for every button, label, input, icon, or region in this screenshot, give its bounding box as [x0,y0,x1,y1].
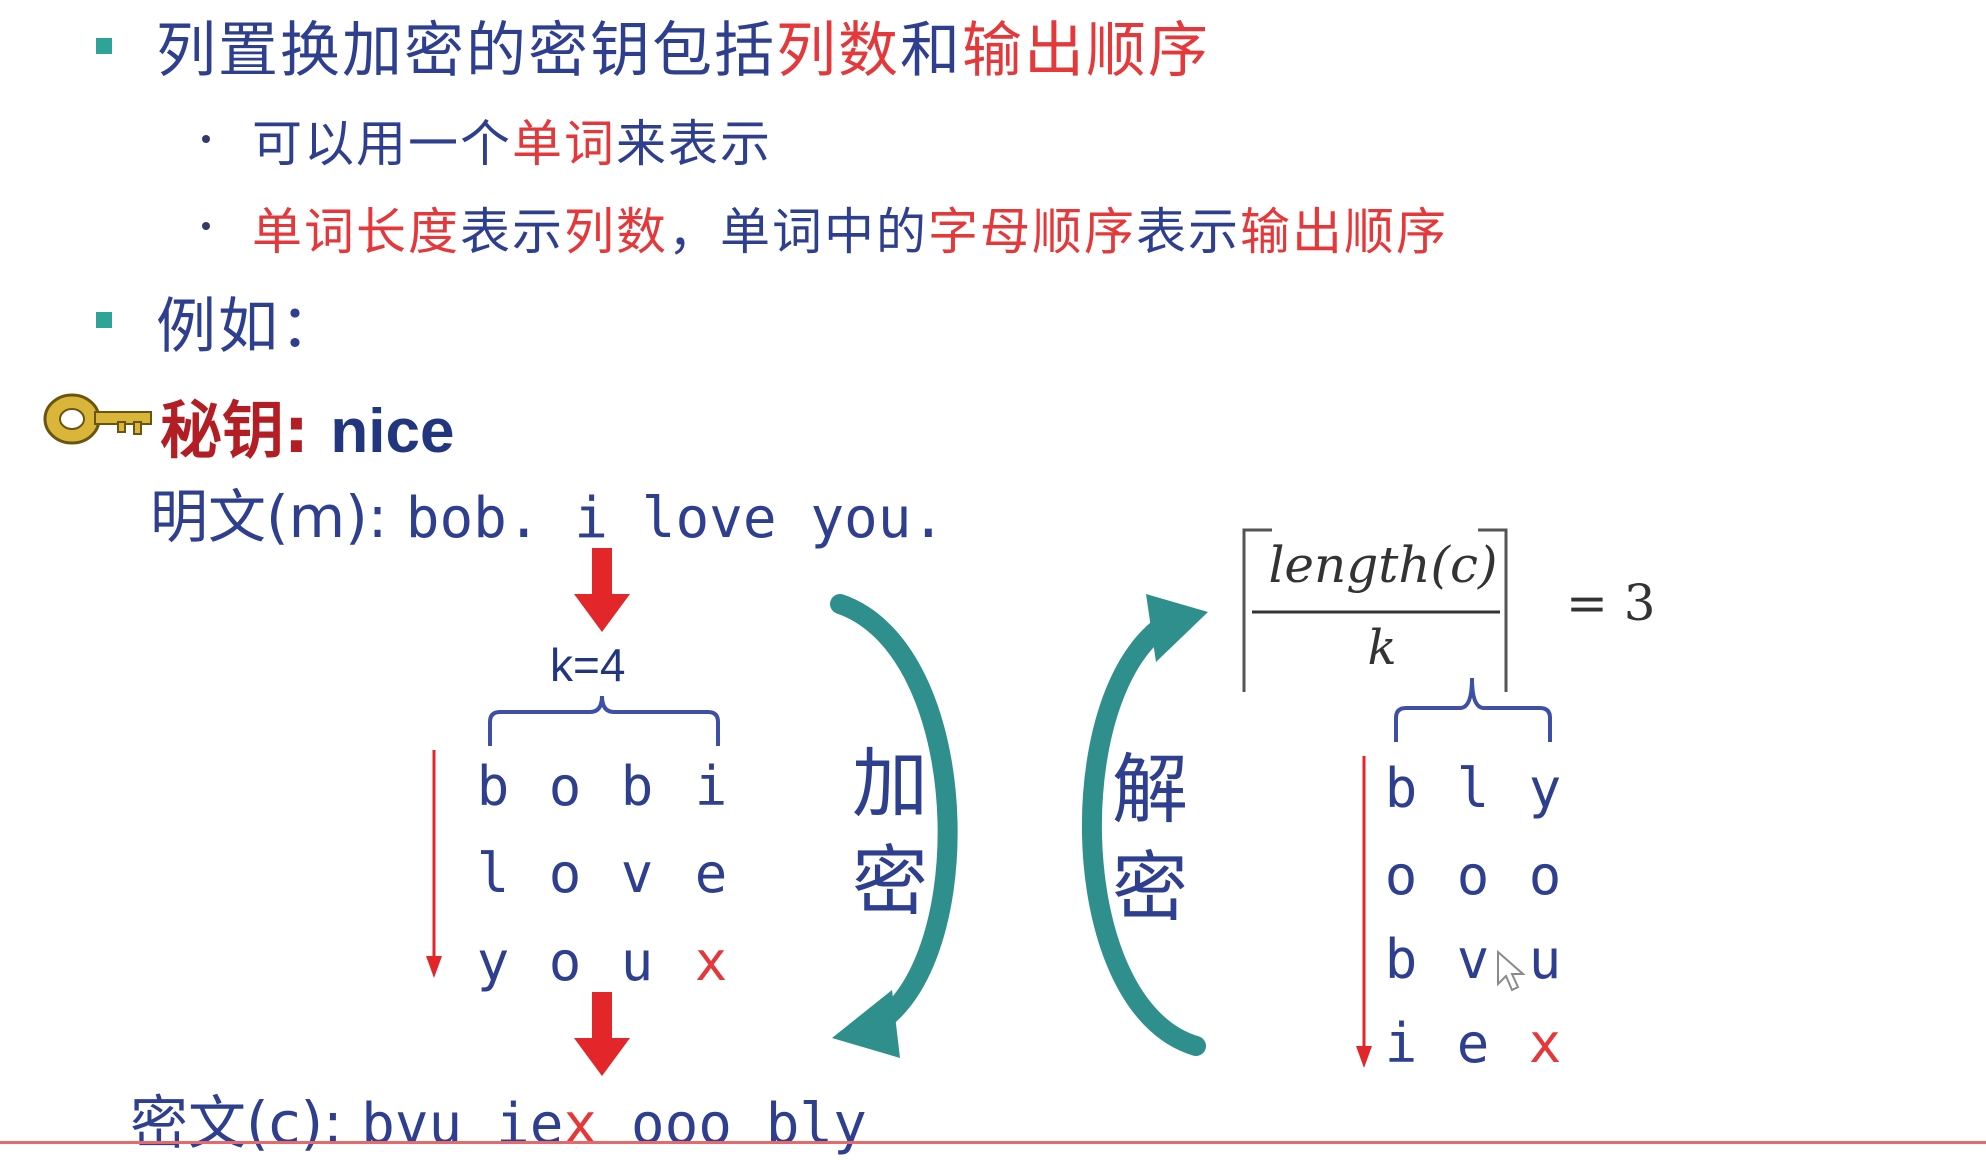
red-arrow-down-icon [574,992,630,1076]
formula-denominator: k [1367,620,1397,676]
dec-order-arrow [1356,756,1372,1068]
bullet-square-icon [96,312,112,328]
key-value: nice [330,397,455,466]
enc-cell: y [476,930,510,993]
dec-cell: o [1384,844,1418,907]
enc-cell: u [620,930,654,993]
dec-cell: u [1528,928,1562,991]
sub-bullet-2-part3: 列数 [564,203,668,261]
sub-bullet-2-part4: ，单词中的 [668,203,928,261]
plaintext-label: 明文(m): [150,483,388,551]
ciphertext-part3: ooo bly [597,1092,867,1157]
enc-cell: o [548,755,582,818]
enc-cell: b [476,755,510,818]
bullet-1-text: 列置换加密的密钥包括列数和输出顺序 [156,2,1210,89]
bullet-1-part3: 和 [900,16,962,86]
enc-order-arrow [426,750,442,978]
dec-label-2: 密 [1112,843,1188,932]
sub-bullet-2-part7: 输出顺序 [1240,203,1448,261]
enc-cell: v [620,842,654,905]
bullet-1-part2: 列数 [776,16,900,86]
dec-cell: y [1528,757,1562,820]
plaintext-line: 明文(m): bob. i love you. [150,470,945,554]
mouse-cursor-icon [1497,950,1526,992]
sub-bullet-1-part1: 可以用一个 [252,115,512,173]
sub-bullet-2-part1: 单词长度 [252,203,460,261]
dec-cell: b [1384,928,1418,991]
ceiling-brackets [1242,528,1508,692]
bullet-dot-icon [202,222,210,230]
enc-label-2: 密 [852,837,928,926]
plaintext-value: bob. i love you. [405,486,946,551]
enc-cell: e [694,842,728,905]
dec-cell: i [1384,1012,1418,1075]
enc-brace [488,695,720,746]
red-arrow-down-icon [574,548,630,632]
dec-cell: v [1456,928,1490,991]
ciphertext-line: 密文(c): bvu iex ooo bly [130,1076,867,1160]
enc-cell: i [694,755,728,818]
dec-cell: b [1384,757,1418,820]
enc-cell-padding: x [694,930,728,993]
dec-cell-padding: x [1528,1012,1562,1075]
key-label: 秘钥: [160,394,309,467]
bullet-dot-icon [202,135,210,143]
sub-bullet-1-part2: 单词 [512,115,616,173]
enc-cell: o [548,842,582,905]
dec-label-1: 解 [1112,745,1188,834]
key-line: 秘钥: nice [160,380,454,470]
ciphertext-label: 密文(c): [130,1089,343,1157]
key-icon [43,393,152,445]
dec-cell: l [1456,757,1490,820]
k-label: k=4 [550,639,626,691]
bullet-1-part4: 输出顺序 [962,16,1210,86]
curved-arrow-icon [830,594,958,1058]
sub-bullet-2-part5: 字母顺序 [928,203,1136,261]
sub-bullet-1-text: 可以用一个单词来表示 [252,104,772,176]
enc-label-1: 加 [852,739,928,828]
bullet-2-text: 例如： [156,292,342,362]
dec-cell: o [1528,844,1562,907]
dec-brace [1394,677,1552,742]
sub-bullet-1-part3: 来表示 [616,115,772,173]
sub-bullet-2-part6: 表示 [1136,203,1240,261]
formula-result: = 3 [1566,574,1656,632]
bullet-1-part1: 列置换加密的密钥包括 [156,16,776,86]
sub-bullet-2-part2: 表示 [460,203,564,261]
curved-arrow-icon [1081,594,1208,1056]
ciphertext-part2: x [563,1092,598,1157]
dec-cell: o [1456,844,1490,907]
bottom-rule [0,1141,1986,1144]
bullet-square-icon [96,38,112,54]
dec-cell: e [1456,1012,1490,1075]
enc-cell: l [476,842,510,905]
sub-bullet-2-text: 单词长度表示列数，单词中的字母顺序表示输出顺序 [252,192,1448,264]
ciphertext-part1: bvu ie [361,1092,564,1157]
enc-cell: o [548,930,582,993]
enc-cell: b [620,755,654,818]
formula-numerator: length(c) [1268,536,1498,594]
